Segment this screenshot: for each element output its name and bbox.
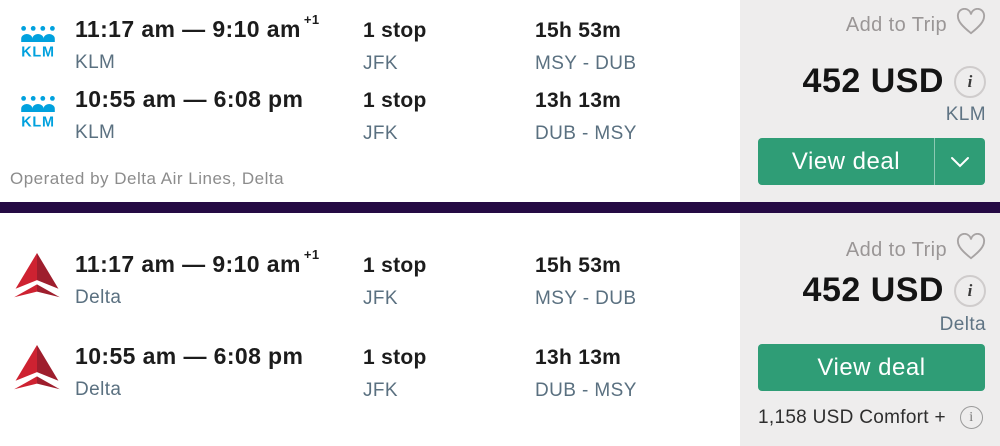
leg-duration: 15h 53m [535, 254, 622, 277]
add-to-trip-button[interactable]: Add to Trip [846, 8, 986, 42]
add-to-trip-label: Add to Trip [845, 13, 947, 36]
add-to-trip-label: Add to Trip [845, 238, 947, 261]
leg-times: 11:17 am — 9:10 am +1 [75, 247, 319, 278]
info-icon[interactable]: i [954, 65, 986, 98]
heart-icon[interactable] [956, 8, 986, 42]
leg-duration: 15h 53m [535, 19, 622, 42]
leg-route: MSY - DUB [535, 53, 637, 74]
time-range: 11:17 am — 9:10 am [75, 251, 301, 277]
card-divider [0, 202, 1000, 213]
leg-duration: 13h 13m [535, 89, 622, 112]
leg-times: 11:17 am — 9:10 am +1 [75, 12, 319, 43]
view-deal-button[interactable]: View deal [758, 344, 985, 391]
upsell-fare-label: 1,158 USD Comfort + [758, 406, 946, 428]
price-value: 452 USD [802, 271, 944, 309]
flight-card-klm: KLM 11:17 am — 9:10 am +1 KLM 1 stop JFK … [0, 0, 1000, 202]
operated-by-note: Operated by Delta Air Lines, Delta [10, 169, 285, 188]
leg-stop-airport: JFK [363, 288, 398, 309]
leg-airline-label: Delta [75, 287, 122, 308]
view-deal-button[interactable]: View deal [758, 138, 985, 185]
day-offset-badge: +1 [303, 247, 320, 263]
leg-stop-airport: JFK [363, 53, 398, 74]
add-to-trip-button[interactable]: Add to Trip [846, 233, 986, 267]
klm-logo-icon: KLM [14, 94, 64, 144]
svg-text:KLM: KLM [21, 114, 55, 130]
leg-route: DUB - MSY [535, 380, 637, 401]
price-panel: Add to Trip 452 USD i Delta View deal 1,… [740, 213, 1000, 446]
flight-leg-return: KLM 10:55 am — 6:08 pm KLM 1 stop JFK 13… [0, 84, 740, 154]
leg-times: 10:55 am — 6:08 pm [75, 343, 303, 370]
klm-logo-icon: KLM [14, 24, 64, 74]
leg-stops: 1 stop [363, 254, 427, 277]
leg-route: MSY - DUB [535, 288, 637, 309]
price-row: 452 USD i [803, 62, 986, 101]
leg-stops: 1 stop [363, 89, 427, 112]
view-deal-label: View deal [791, 147, 901, 175]
info-icon[interactable]: i [954, 274, 986, 307]
flight-card-delta: 11:17 am — 9:10 am +1 Delta 1 stop JFK 15… [0, 213, 1000, 446]
leg-times: 10:55 am — 6:08 pm [75, 86, 303, 113]
info-icon[interactable]: i [959, 406, 983, 429]
time-range: 10:55 am — 6:08 pm [75, 343, 304, 369]
delta-logo-icon [14, 345, 64, 395]
view-deal-label: View deal [817, 353, 926, 381]
price-airline-label: KLM [945, 104, 986, 125]
svg-text:KLM: KLM [21, 44, 55, 60]
price-airline-label: Delta [939, 314, 986, 335]
heart-icon[interactable] [956, 233, 986, 267]
leg-stops: 1 stop [363, 19, 427, 42]
price-row: 452 USD i [803, 271, 986, 310]
flight-leg-outbound: KLM 11:17 am — 9:10 am +1 KLM 1 stop JFK … [0, 12, 740, 84]
flight-leg-return: 10:55 am — 6:08 pm Delta 1 stop JFK 13h … [0, 341, 740, 411]
leg-stops: 1 stop [363, 346, 427, 369]
delta-logo-icon [14, 253, 64, 303]
leg-stop-airport: JFK [363, 123, 398, 144]
price-panel: Add to Trip 452 USD i KLM View deal [740, 0, 1000, 202]
time-range: 10:55 am — 6:08 pm [75, 86, 304, 112]
leg-stop-airport: JFK [363, 380, 398, 401]
price-value: 452 USD [802, 62, 944, 100]
leg-route: DUB - MSY [535, 123, 637, 144]
day-offset-badge: +1 [303, 12, 320, 28]
time-range: 11:17 am — 9:10 am [75, 16, 301, 42]
leg-airline-label: KLM [75, 122, 116, 143]
leg-airline-label: Delta [75, 379, 122, 400]
upsell-fare-note: 1,158 USD Comfort + i [758, 406, 983, 429]
leg-duration: 13h 13m [535, 346, 622, 369]
chevron-down-icon[interactable] [934, 138, 985, 185]
flight-leg-outbound: 11:17 am — 9:10 am +1 Delta 1 stop JFK 15… [0, 247, 740, 319]
leg-airline-label: KLM [75, 52, 116, 73]
